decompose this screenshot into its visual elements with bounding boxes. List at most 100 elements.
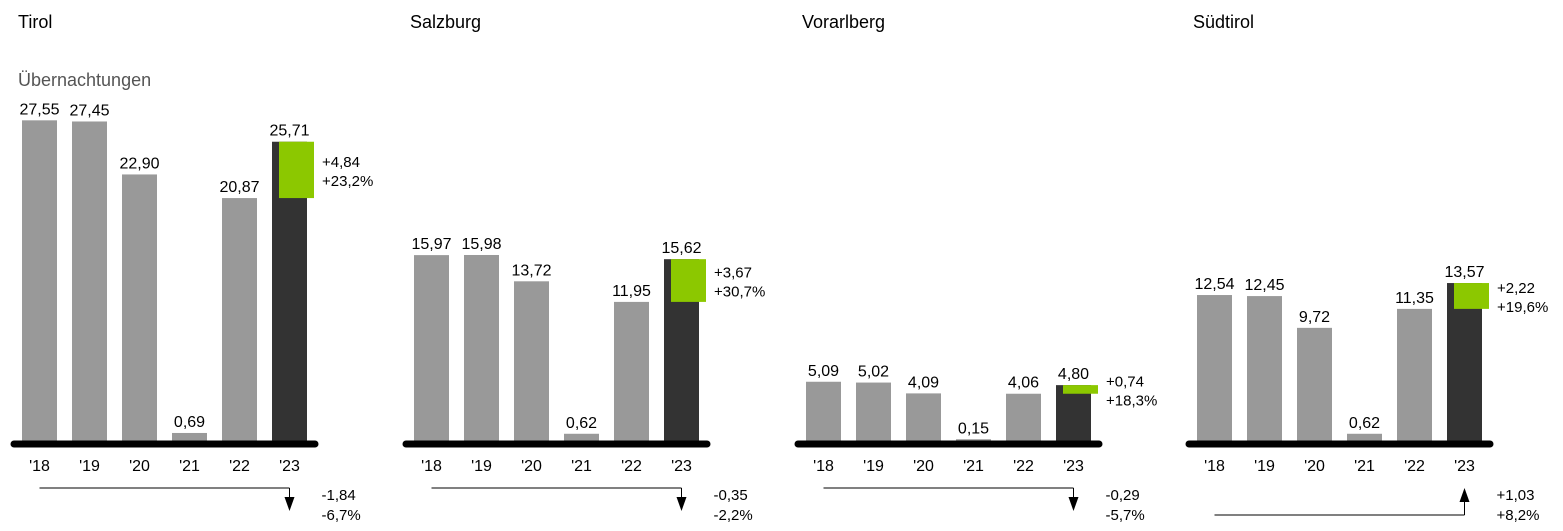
value-label-0-3: 0,69 — [174, 414, 205, 431]
value-label-1-4: 11,95 — [612, 283, 651, 300]
bar-3-0 — [1197, 295, 1232, 441]
bar-2-1 — [856, 382, 891, 441]
bar-2-2 — [906, 393, 941, 441]
value-label-3-4: 11,35 — [1395, 290, 1434, 307]
bar-3-5 — [1447, 283, 1482, 441]
value-label-3-3: 0,62 — [1349, 415, 1380, 432]
bar-2-4 — [1006, 393, 1041, 441]
delta-prev-percent-2: +18,3% — [1106, 392, 1157, 409]
delta-first-arrow-0 — [284, 497, 295, 511]
panel-title-2: Vorarlberg — [802, 12, 885, 32]
panel-title-3: Südtirol — [1193, 12, 1254, 32]
value-label-2-4: 4,06 — [1008, 375, 1039, 392]
tick-label-0-5: '23 — [279, 458, 300, 475]
bar-2-5 — [1056, 385, 1091, 441]
tick-label-0-1: '19 — [79, 458, 100, 475]
delta-first-value-3: +1,03 — [1497, 487, 1535, 504]
value-label-3-2: 9,72 — [1299, 309, 1330, 326]
value-label-0-2: 22,90 — [119, 155, 159, 172]
tick-label-3-2: '20 — [1304, 458, 1325, 475]
chart-subtitle: Übernachtungen — [18, 70, 151, 90]
tick-label-1-1: '19 — [471, 458, 492, 475]
value-label-1-1: 15,98 — [461, 236, 501, 253]
panel-title-0: Tirol — [18, 12, 52, 32]
bar-1-2 — [514, 281, 549, 441]
delta-first-value-2: -0,29 — [1106, 487, 1140, 504]
delta-prev-percent-3: +19,6% — [1497, 299, 1548, 316]
tick-label-3-0: '18 — [1204, 458, 1225, 475]
bar-0-0 — [22, 120, 57, 442]
value-label-2-3: 0,15 — [958, 420, 989, 437]
value-label-3-0: 12,54 — [1194, 276, 1234, 293]
bar-1-3 — [564, 433, 599, 441]
bar-3-4 — [1397, 308, 1432, 441]
tick-label-3-4: '22 — [1404, 458, 1425, 475]
delta-prev-value-3: +2,22 — [1497, 280, 1535, 297]
tick-label-0-3: '21 — [179, 458, 200, 475]
tick-label-2-4: '22 — [1013, 458, 1034, 475]
value-label-0-0: 27,55 — [19, 101, 59, 118]
tick-label-3-3: '21 — [1354, 458, 1375, 475]
bar-0-3 — [172, 432, 207, 441]
value-label-3-1: 12,45 — [1244, 277, 1284, 294]
bar-3-3 — [1347, 433, 1382, 441]
delta-first-percent-2: -5,7% — [1106, 507, 1145, 524]
value-label-0-4: 20,87 — [219, 179, 259, 196]
bar-2-3 — [956, 439, 991, 441]
value-label-0-5: 25,71 — [269, 123, 309, 140]
bar-3-2 — [1297, 327, 1332, 441]
tick-label-0-2: '20 — [129, 458, 150, 475]
delta-prev-value-2: +0,74 — [1106, 373, 1144, 390]
bar-3-1 — [1247, 296, 1282, 441]
tick-label-3-5: '23 — [1454, 458, 1475, 475]
bar-1-1 — [464, 254, 499, 441]
tick-label-0-0: '18 — [29, 458, 50, 475]
value-label-2-5: 4,80 — [1058, 366, 1089, 383]
bar-1-0 — [414, 255, 449, 441]
value-label-1-0: 15,97 — [411, 236, 451, 253]
tick-label-2-2: '20 — [913, 458, 934, 475]
delta-first-arrow-1 — [676, 497, 687, 511]
delta-prev-percent-0: +23,2% — [322, 173, 373, 190]
value-label-1-3: 0,62 — [566, 415, 597, 432]
tick-label-1-2: '20 — [521, 458, 542, 475]
value-label-1-2: 13,72 — [511, 262, 551, 279]
tick-label-0-4: '22 — [229, 458, 250, 475]
delta-prev-bar-2 — [1063, 385, 1098, 394]
delta-first-percent-1: -2,2% — [714, 507, 753, 524]
tick-label-1-5: '23 — [671, 458, 692, 475]
tick-label-2-3: '21 — [963, 458, 984, 475]
delta-prev-bar-1 — [671, 259, 706, 302]
delta-prev-bar-0 — [279, 141, 314, 199]
delta-first-value-1: -0,35 — [714, 487, 748, 504]
tick-label-2-5: '23 — [1063, 458, 1084, 475]
tick-label-1-3: '21 — [571, 458, 592, 475]
tick-label-2-0: '18 — [813, 458, 834, 475]
value-label-2-0: 5,09 — [808, 363, 839, 380]
value-label-2-1: 5,02 — [858, 364, 889, 381]
value-label-3-5: 13,57 — [1444, 264, 1484, 281]
bar-2-0 — [806, 381, 841, 441]
delta-prev-value-1: +3,67 — [714, 265, 752, 282]
panel-title-1: Salzburg — [410, 12, 481, 32]
tick-label-1-0: '18 — [421, 458, 442, 475]
delta-first-arrow-2 — [1068, 497, 1079, 511]
delta-prev-percent-1: +30,7% — [714, 284, 765, 301]
delta-first-value-0: -1,84 — [322, 487, 356, 504]
bar-0-4 — [222, 198, 257, 441]
delta-prev-value-0: +4,84 — [322, 154, 360, 171]
tick-label-1-4: '22 — [621, 458, 642, 475]
delta-first-percent-0: -6,7% — [322, 507, 361, 524]
tick-label-3-1: '19 — [1254, 458, 1275, 475]
tick-label-2-1: '19 — [863, 458, 884, 475]
delta-prev-bar-3 — [1454, 283, 1489, 309]
bar-1-4 — [614, 301, 649, 441]
bar-0-2 — [122, 174, 157, 441]
delta-first-percent-3: +8,2% — [1497, 507, 1540, 524]
value-label-0-1: 27,45 — [69, 102, 109, 119]
value-label-1-5: 15,62 — [661, 240, 701, 257]
value-label-2-2: 4,09 — [908, 374, 939, 391]
bar-0-1 — [72, 121, 107, 442]
